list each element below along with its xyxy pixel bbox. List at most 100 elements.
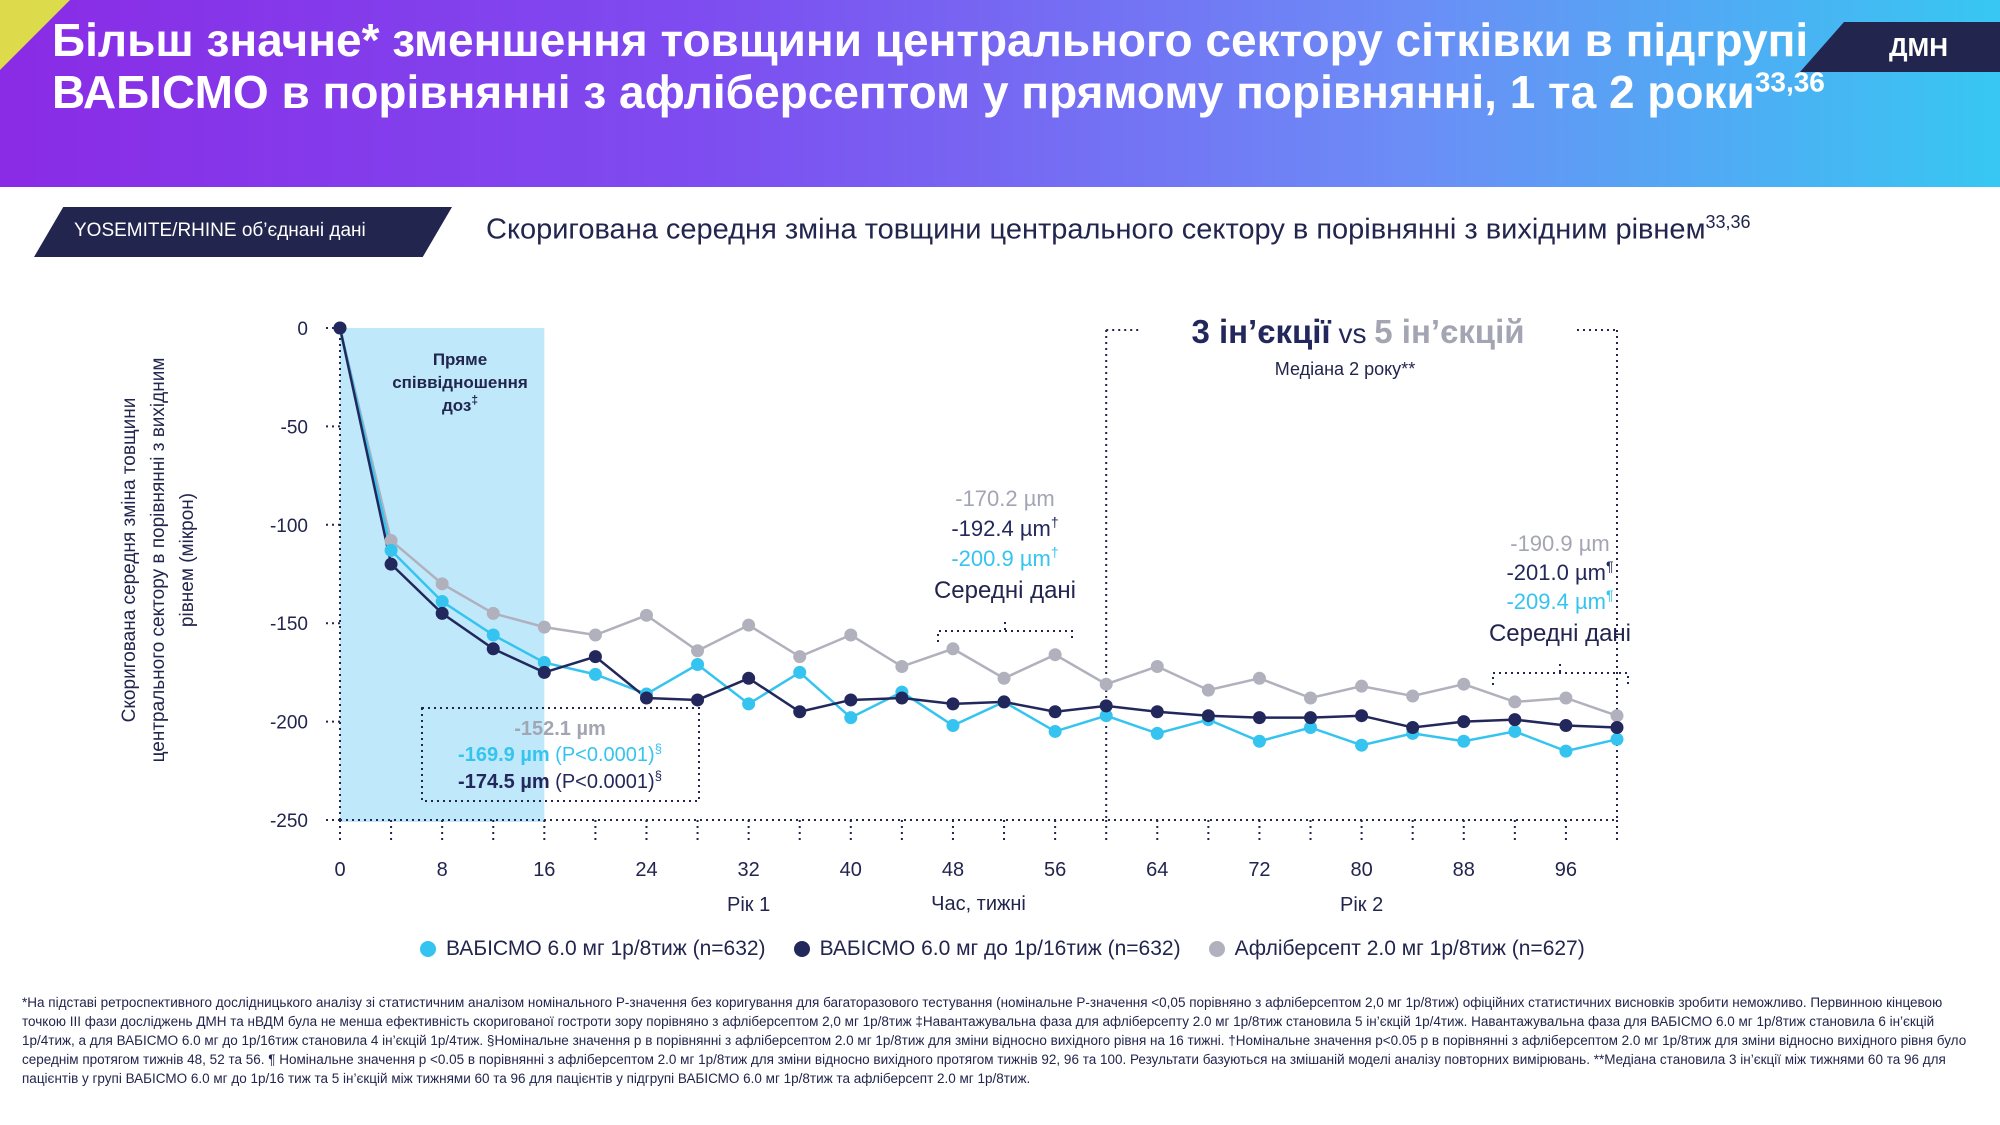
data-point-vabismo-8w [435, 595, 449, 609]
wk92-100-vabismo-8w-value: -209.4 µm¶ [1506, 587, 1613, 614]
wk92-100-vabismo-16w-value: -201.0 µm¶ [1506, 558, 1613, 585]
x-tick-label: 40 [840, 859, 862, 881]
loading-phase-label: Пряме [433, 350, 487, 369]
data-point-vabismo-16w [333, 321, 347, 335]
study-tag: YOSEMITE/RHINE об’єднані дані [34, 207, 452, 257]
data-point-aflibercept [588, 628, 602, 642]
data-point-vabismo-16w [895, 691, 909, 705]
data-point-vabismo-8w [588, 667, 602, 681]
data-point-aflibercept [639, 608, 653, 622]
data-point-vabismo-16w [639, 691, 653, 705]
x-tick-label: 16 [533, 859, 555, 881]
data-point-vabismo-16w [1304, 711, 1318, 725]
data-point-aflibercept [1048, 648, 1062, 662]
week16-vabismo-8w-value: -169.9 µm (P<0.0001)§ [458, 741, 662, 766]
data-point-vabismo-8w [1304, 721, 1318, 735]
y-tick-label: -150 [270, 614, 308, 635]
series-line-vabismo-16w [338, 327, 1618, 729]
data-point-aflibercept [1252, 671, 1266, 685]
data-point-vabismo-8w [844, 711, 858, 725]
data-point-vabismo-8w [486, 628, 500, 642]
data-point-aflibercept [1201, 683, 1215, 697]
data-point-vabismo-16w [946, 697, 960, 711]
y-tick-label: -200 [270, 713, 308, 734]
data-point-vabismo-8w [1457, 734, 1471, 748]
wk48-56-vabismo-8w-value: -200.9 µm† [951, 544, 1058, 571]
week16-vabismo-16w-value: -174.5 µm (P<0.0001)§ [458, 768, 662, 793]
injections-median-label: Медіана 2 року** [1275, 359, 1415, 379]
page-title: Більш значне* зменшення товщини централь… [52, 14, 1825, 118]
legend: ВАБІСМО 6.0 мг 1р/8тиж (n=632) ВАБІСМО 6… [420, 937, 1585, 961]
data-point-vabismo-16w [1508, 713, 1522, 727]
y-tick-label: -50 [281, 417, 308, 438]
data-point-aflibercept [742, 618, 756, 632]
week16-aflibercept-value: -152.1 µm [514, 718, 606, 740]
series-line-vabismo-8w [338, 327, 1618, 753]
x-tick-label: 80 [1350, 859, 1372, 881]
data-point-vabismo-16w [435, 606, 449, 620]
header-banner: Більш значне* зменшення товщини централь… [0, 0, 2000, 187]
data-point-aflibercept [1508, 695, 1522, 709]
wk48-56-mean-label: Середні дані [934, 577, 1076, 604]
data-point-vabismo-8w [1559, 744, 1573, 758]
footnote: *На підставі ретроспективного дослідниць… [22, 995, 1967, 1086]
data-point-vabismo-8w [384, 543, 398, 557]
legend-item-aflibercept: Афліберсепт 2.0 мг 1р/8тиж (n=627) [1208, 937, 1585, 961]
data-point-aflibercept [1099, 677, 1113, 691]
x-tick-label: 48 [942, 859, 964, 881]
loading-phase-band [340, 328, 545, 822]
header-corner-accent [0, 0, 70, 70]
legend-dot-vabismo-8w [420, 941, 436, 957]
wk48-56-aflibercept-value: -170.2 µm [955, 486, 1055, 511]
data-point-aflibercept [1355, 679, 1369, 693]
data-point-aflibercept [537, 620, 551, 634]
year-1-label: Рік 1 [727, 894, 770, 916]
data-point-vabismo-8w [1099, 709, 1113, 723]
data-point-vabismo-8w [793, 665, 807, 679]
data-point-vabismo-8w [1508, 724, 1522, 738]
data-point-vabismo-16w [844, 693, 858, 707]
y-tick-label: 0 [297, 319, 308, 340]
data-point-aflibercept [1457, 677, 1471, 691]
wk92-100-aflibercept-value: -190.9 µm [1510, 531, 1610, 556]
data-point-aflibercept [946, 642, 960, 656]
injections-comparison: 3 ін’єкції vs 5 ін’єкцій [1191, 313, 1524, 350]
x-tick-label: 32 [738, 859, 760, 881]
data-point-aflibercept [793, 650, 807, 664]
data-point-vabismo-8w [691, 658, 705, 672]
data-point-vabismo-16w [588, 650, 602, 664]
x-tick-label: 24 [635, 859, 657, 881]
data-point-aflibercept [1559, 691, 1573, 705]
loading-phase-label: доз‡ [442, 393, 478, 415]
dmn-badge-label: ДМН [1889, 32, 1948, 62]
data-point-vabismo-16w [793, 705, 807, 719]
data-point-vabismo-16w [1099, 699, 1113, 713]
data-point-aflibercept [435, 577, 449, 591]
data-point-vabismo-8w [1252, 734, 1266, 748]
data-point-aflibercept [1150, 659, 1164, 673]
x-tick-label: 0 [334, 859, 345, 881]
data-point-vabismo-16w [537, 665, 551, 679]
data-point-aflibercept [486, 606, 500, 620]
x-tick-label: 72 [1248, 859, 1270, 881]
loading-phase-label: співвідношення [392, 373, 528, 392]
wk92-100-bracket [1492, 672, 1629, 685]
data-point-vabismo-16w [1457, 715, 1471, 729]
x-tick-label: 64 [1146, 859, 1168, 881]
week16-annotation-box [421, 707, 700, 802]
chart-title: Скоригована середня зміна товщини центра… [486, 212, 1751, 246]
data-point-vabismo-8w [742, 697, 756, 711]
data-point-vabismo-16w [691, 693, 705, 707]
data-point-aflibercept [1406, 689, 1420, 703]
legend-dot-vabismo-16w [793, 941, 810, 957]
data-point-aflibercept [895, 659, 909, 673]
study-tag-label: YOSEMITE/RHINE об’єднані дані [74, 220, 366, 241]
data-point-aflibercept [691, 644, 705, 658]
y-axis-label: Скоригована середня зміна товщини централ… [119, 358, 198, 763]
wk48-56-bracket [937, 630, 1073, 642]
data-point-aflibercept [997, 671, 1011, 685]
data-point-aflibercept [1304, 691, 1318, 705]
y-tick-label: -100 [270, 516, 308, 537]
wk48-56-vabismo-16w-value: -192.4 µm† [951, 514, 1058, 541]
